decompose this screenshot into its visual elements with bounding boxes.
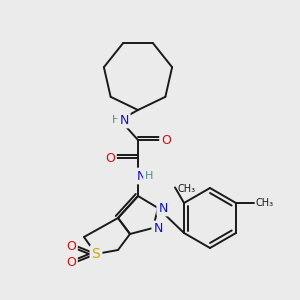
Text: O: O: [161, 134, 171, 146]
Text: O: O: [105, 152, 115, 164]
Text: CH₃: CH₃: [177, 184, 195, 194]
Text: N: N: [119, 113, 129, 127]
Text: O: O: [66, 256, 76, 268]
Text: H: H: [112, 115, 120, 125]
Text: CH₃: CH₃: [256, 198, 274, 208]
Text: S: S: [92, 247, 100, 261]
Text: N: N: [136, 169, 146, 182]
Text: O: O: [66, 239, 76, 253]
Text: N: N: [153, 223, 163, 236]
Text: H: H: [145, 171, 153, 181]
Text: N: N: [158, 202, 168, 214]
